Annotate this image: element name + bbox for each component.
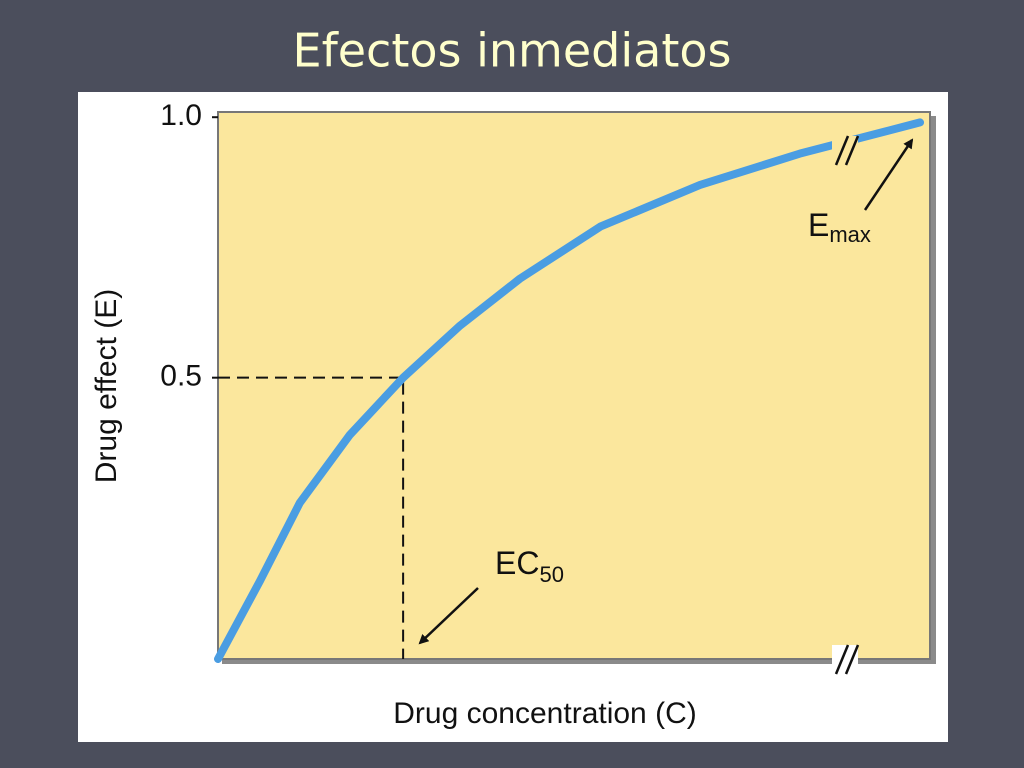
- arrow: [863, 138, 914, 211]
- chart-title: Efectos inmediatos: [293, 24, 732, 78]
- y-tick-label: 1.0: [160, 99, 202, 132]
- y-tick-label: 0.5: [160, 360, 202, 393]
- x-axis-label: Drug concentration (C): [393, 697, 696, 730]
- reference-line: [218, 376, 405, 659]
- arrow: [418, 587, 479, 645]
- plot-area: [217, 111, 931, 660]
- axis-breaks: [832, 135, 860, 675]
- curve: [214, 118, 925, 663]
- annotation: Emax: [808, 207, 871, 246]
- annotation: EC50: [495, 545, 564, 586]
- y-axis-label: Drug effect (E): [90, 289, 123, 484]
